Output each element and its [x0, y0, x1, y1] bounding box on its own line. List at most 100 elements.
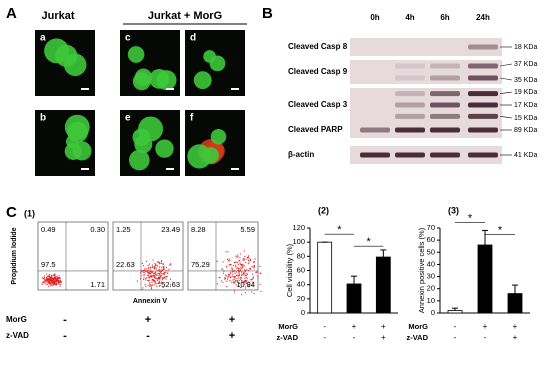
- event: [60, 280, 62, 283]
- event: [59, 284, 61, 286]
- event: [144, 269, 146, 271]
- event: [149, 270, 152, 272]
- event: [155, 264, 157, 266]
- treatment-sign: -: [454, 333, 457, 342]
- size-label: 19 KDa: [514, 89, 537, 96]
- event: [51, 276, 53, 278]
- event: [249, 259, 252, 261]
- time-label: 0h: [370, 13, 379, 22]
- event: [53, 283, 55, 285]
- time-label: 6h: [440, 13, 449, 22]
- event: [153, 267, 155, 269]
- event: [154, 271, 157, 273]
- panel-label: C: [6, 204, 17, 221]
- event: [244, 272, 246, 274]
- event: [49, 276, 51, 278]
- y-tick-label: 100: [292, 237, 305, 246]
- event: [150, 285, 152, 287]
- event: [142, 287, 144, 289]
- event: [235, 278, 237, 280]
- event: [162, 270, 164, 272]
- event: [237, 267, 239, 269]
- time-label: 24h: [476, 13, 490, 22]
- band: [395, 152, 425, 158]
- event: [142, 264, 145, 267]
- event: [245, 281, 247, 283]
- event: [257, 275, 259, 278]
- event: [157, 272, 159, 275]
- event: [227, 273, 230, 276]
- event: [49, 279, 52, 282]
- treatment-sign: -: [353, 333, 356, 342]
- event: [149, 285, 151, 287]
- event: [154, 272, 156, 274]
- event: [244, 255, 246, 258]
- event: [234, 275, 236, 278]
- blot-strip: [350, 38, 502, 56]
- event: [52, 283, 54, 285]
- event: [238, 272, 240, 274]
- event: [159, 271, 161, 273]
- event: [43, 281, 45, 284]
- event: [245, 276, 247, 279]
- event: [247, 263, 249, 265]
- event: [243, 258, 245, 260]
- event: [232, 265, 234, 267]
- treatment-sign: +: [229, 330, 235, 342]
- event: [41, 282, 44, 284]
- y-tick-label: 0: [301, 308, 305, 317]
- event: [153, 284, 155, 286]
- treatment-sign: +: [513, 322, 518, 331]
- cell: [63, 53, 87, 77]
- event: [45, 273, 48, 275]
- event: [49, 281, 51, 283]
- blot-strip: [350, 146, 502, 164]
- event: [158, 280, 160, 283]
- event: [163, 272, 165, 274]
- event: [248, 260, 250, 262]
- event: [162, 286, 164, 289]
- event: [239, 277, 241, 279]
- event: [152, 279, 155, 281]
- y-tick-label: 80: [297, 251, 305, 260]
- event: [239, 257, 241, 259]
- event: [148, 279, 150, 281]
- event: [53, 277, 55, 279]
- event: [244, 287, 246, 289]
- size-label: 37 KDa: [514, 61, 537, 68]
- event: [245, 282, 248, 285]
- event: [230, 277, 232, 279]
- axis-label: Cell viability (%): [285, 243, 294, 297]
- event: [170, 263, 172, 265]
- group-label: Jurkat: [41, 10, 74, 22]
- panel-label: A: [6, 5, 17, 22]
- treatment-sign: +: [352, 322, 357, 331]
- quadrant-value: 52.63: [161, 280, 180, 289]
- event: [154, 262, 156, 265]
- event: [237, 269, 239, 271]
- event: [54, 273, 56, 275]
- event: [156, 279, 158, 282]
- event: [229, 264, 231, 266]
- event: [43, 275, 46, 277]
- event: [229, 273, 231, 275]
- event: [241, 280, 243, 282]
- event: [253, 267, 255, 269]
- event: [237, 255, 239, 257]
- blot-strip: [350, 122, 502, 138]
- event: [247, 281, 249, 284]
- event: [141, 288, 143, 291]
- event: [161, 266, 163, 268]
- event: [234, 264, 236, 266]
- event: [247, 286, 250, 288]
- event: [167, 270, 169, 272]
- event: [155, 274, 157, 276]
- quadrant-value: 1.71: [90, 280, 105, 289]
- event: [153, 280, 155, 282]
- event: [237, 262, 239, 264]
- event: [216, 260, 218, 262]
- event: [52, 281, 54, 283]
- event: [238, 282, 241, 285]
- treatment-sign: +: [381, 333, 386, 342]
- event: [44, 282, 46, 284]
